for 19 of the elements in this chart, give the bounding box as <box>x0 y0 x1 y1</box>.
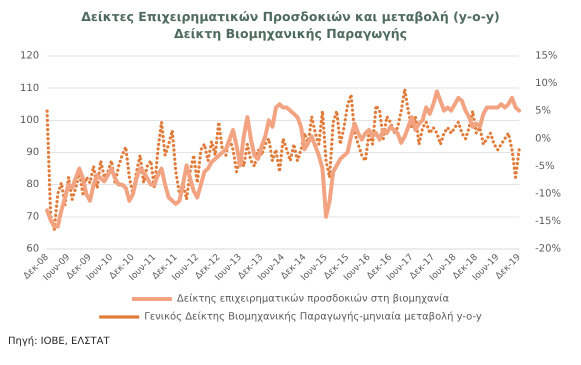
y2-tick-label: -10% <box>535 188 562 200</box>
y2-tick-label: -5% <box>535 160 555 172</box>
legend-label: Γενικός Δείκτης Βιομηχανικής Παραγωγής-μηνιαία μεταβολή y-o-y <box>144 312 482 323</box>
y-tick-label: 100 <box>20 114 40 126</box>
y-tick-label: 80 <box>26 179 40 190</box>
y-tick-label: 110 <box>20 82 40 94</box>
y2-tick-label: -15% <box>535 216 562 227</box>
text: Πηγή: ΙΟΒΕ, ΕΛΣΤΑΤ <box>8 336 111 347</box>
y2-tick-label: 10% <box>535 78 558 90</box>
y-tick-label: 60 <box>26 244 40 255</box>
y2-tick-label: -20% <box>535 244 562 255</box>
legend-label: Δείκτης επιχειρηματικών προσδοκιών στη βιομηχανία <box>176 294 450 305</box>
y-tick-label: 120 <box>20 50 40 62</box>
y2-tick-label: 0% <box>535 133 552 144</box>
y-tick-label: 70 <box>26 211 40 222</box>
chart-title: Δείκτες Επιχειρηματικών Προσδοκιών και μεταβολή (y-o-y) Δείκτη Βιομηχανικής Παραγωγής <box>80 8 501 42</box>
y2-tick-label: 5% <box>535 106 552 117</box>
y-tick-label: 90 <box>26 147 40 158</box>
y2-tick-label: 15% <box>535 50 558 62</box>
